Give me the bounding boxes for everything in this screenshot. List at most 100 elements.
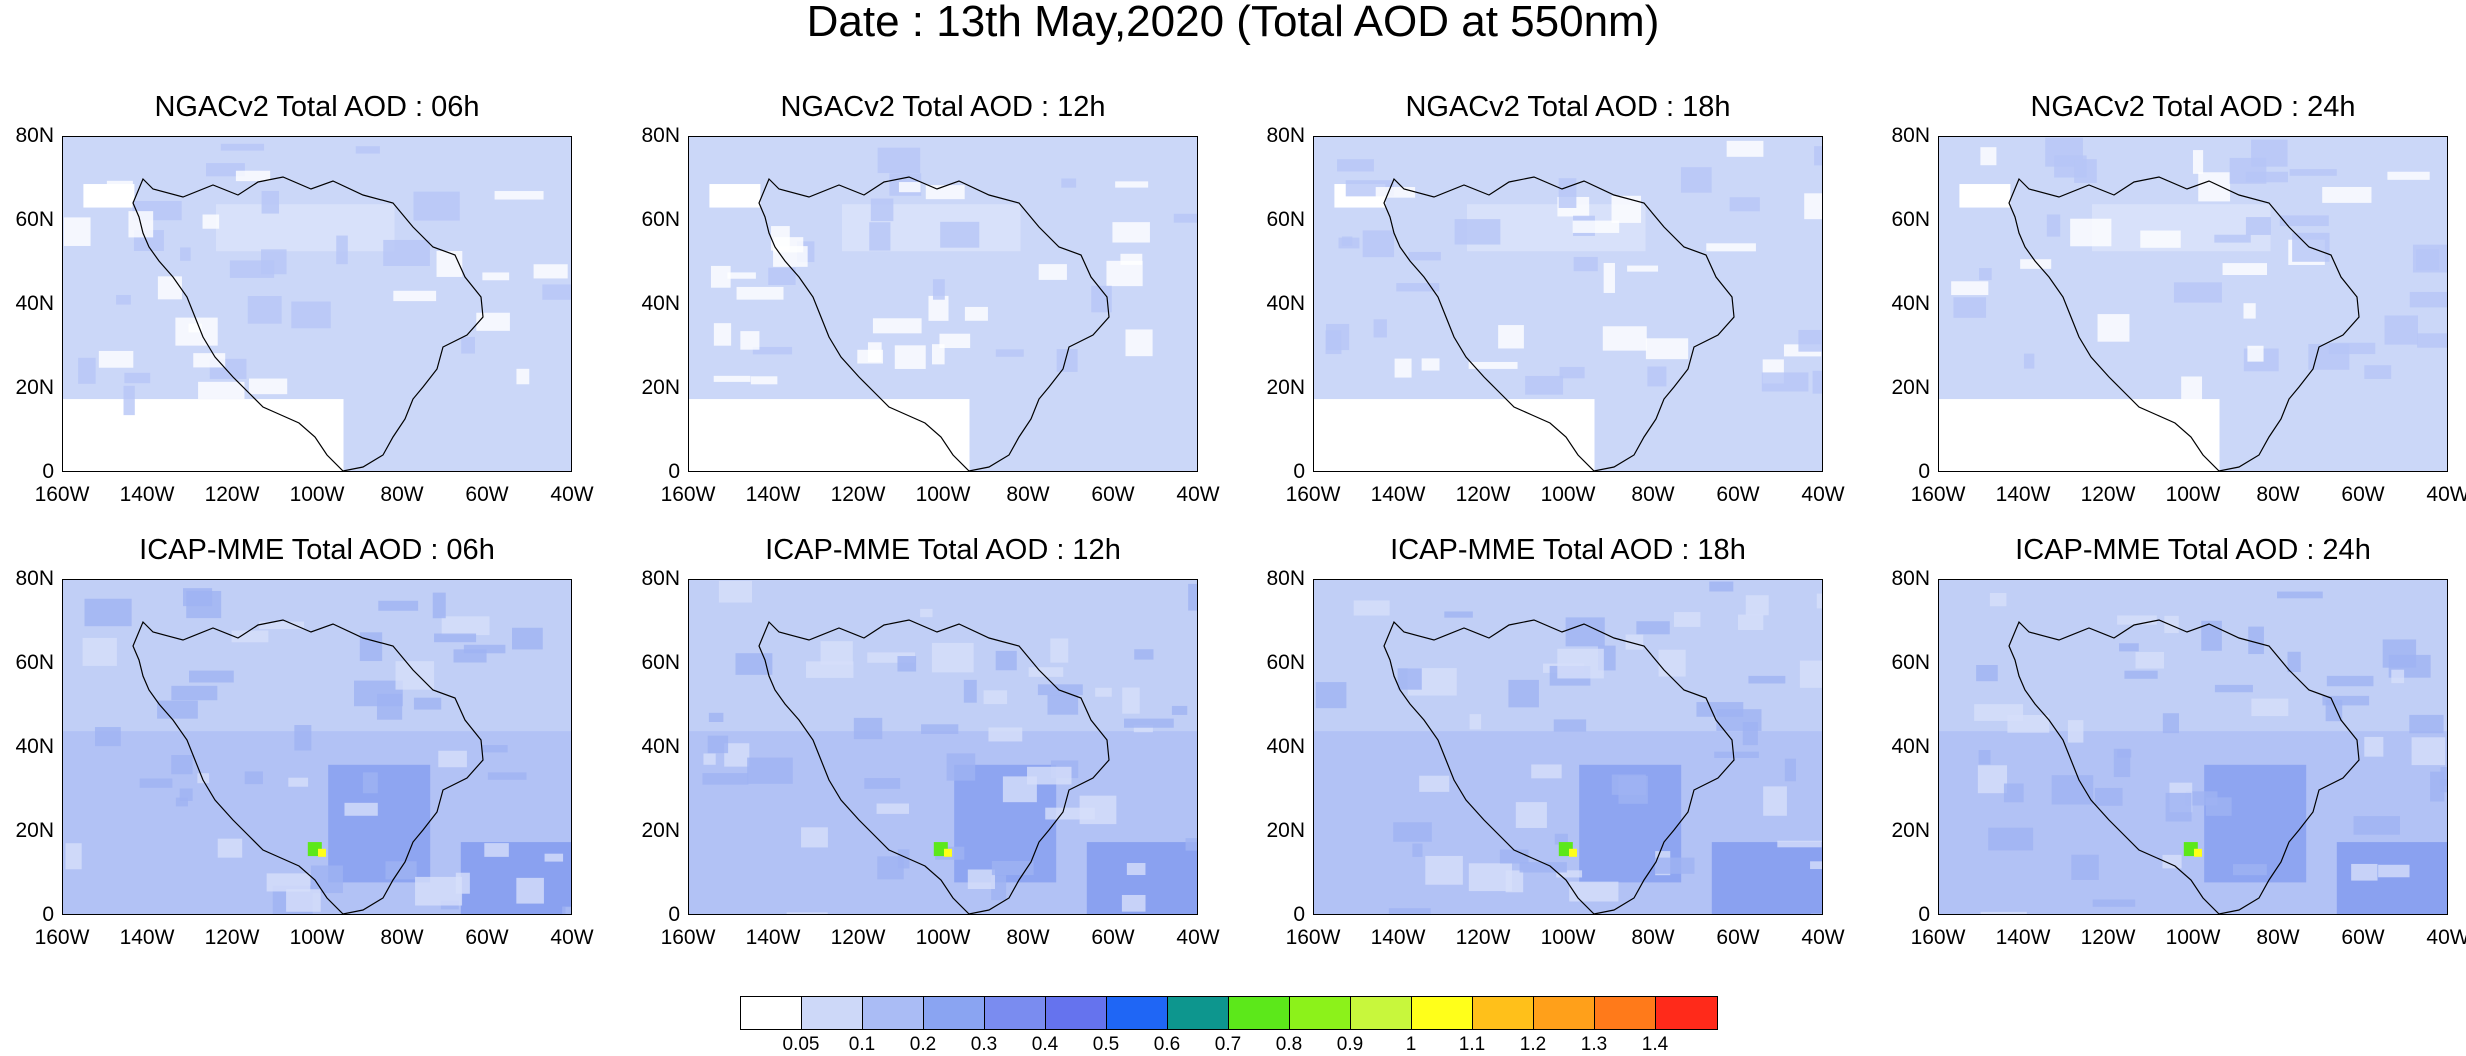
aod-field-cell [1636,621,1670,635]
aod-field-cell [359,632,383,662]
aod-field-cell [344,802,378,816]
aod-field-cell [516,877,544,904]
lon-tick-label: 80W [380,926,424,949]
aod-field-cell [932,279,945,300]
coastline [132,176,484,471]
aod-field-cell [2378,864,2410,878]
aod-field-cell [1654,857,1695,874]
aod-field-cell [1680,167,1712,193]
lon-tick-label: 60W [2341,926,2385,949]
aod-field-cell [853,717,883,740]
aod-field-cell [897,656,917,672]
aod-field-cell [1525,375,1564,395]
aod-field-cell [124,372,151,384]
aod-field-cell [2119,643,2139,652]
aod-field-cell [2164,615,2179,634]
aod-field-cell [2067,720,2084,743]
aod-field-cell [2222,263,2267,275]
aod-field-cell [988,727,1023,742]
aod-field-cell [1421,358,1440,371]
aod-field-cell [1388,908,1431,914]
panel-title: NGACv2 Total AOD : 18h [1405,91,1731,123]
aod-field-cell [1362,230,1395,258]
aod-field-cell [1602,326,1647,351]
aod-field-cell [2046,214,2061,237]
aod-field-cell [867,652,916,663]
aod-field-cell [1978,750,1991,765]
colorbar-label: 1.1 [1458,1034,1486,1055]
coastline [758,619,1110,914]
aod-field-cell [898,182,921,193]
aod-field-cell [248,378,288,395]
aod-field-cell [286,889,321,912]
aod-field-cell [1658,649,1686,677]
aod-field-cell [482,745,508,753]
lon-tick-label: 80W [1631,926,1675,949]
aod-field-cell [736,286,784,300]
lon-tick-label: 120W [1455,483,1511,506]
aod-field-cell [2092,204,2271,252]
lon-tick-label: 100W [1540,483,1596,506]
aod-field-cell [2229,157,2267,184]
aod-field-cell [1988,827,2034,851]
aod-field-cell [544,853,564,862]
aod-field-cell [393,290,437,302]
lat-tick-label: 40N [1891,292,1930,315]
aod-map-svg [63,580,571,914]
aod-field-cell [1028,667,1064,677]
lat-tick-label: 40N [15,292,54,315]
aod-field-cell [1499,849,1529,864]
colorbar-box [1595,997,1656,1029]
lat-tick-label: 20N [641,819,680,842]
aod-field-cell [718,580,753,603]
aod-field-cell [183,588,213,607]
lon-tick-label: 80W [2256,926,2300,949]
aod-field-cell [180,247,191,261]
lon-tick-label: 100W [915,926,971,949]
aod-field-cell [877,856,904,880]
aod-field-cell [231,630,269,643]
aod-field-cell [436,250,463,277]
lat-tick-label: 60N [1266,651,1305,674]
lat-tick-label: 0 [668,903,680,926]
aod-map-svg [689,580,1197,914]
aod-field-cell [385,861,417,880]
aod-field-cell [703,753,716,765]
aod-field-cell [2439,779,2447,786]
lon-tick-label: 100W [289,483,345,506]
panel-title: NGACv2 Total AOD : 24h [2030,91,2356,123]
aod-field-cell [1784,758,1796,782]
aod-field-cell [65,843,82,870]
aod-field-cell [438,750,467,768]
coastline [1383,176,1735,471]
aod-field-cell [2165,792,2192,822]
lon-tick-label: 80W [380,483,424,506]
lon-tick-label: 160W [660,926,716,949]
aod-field-cell [995,650,1017,671]
lat-tick-label: 20N [1891,376,1930,399]
aod-field-cell [202,214,220,229]
colorbar-label: 0.6 [1153,1034,1181,1055]
aod-field-cell [294,725,312,751]
lon-tick-label: 120W [204,926,260,949]
aod-field-cell [1603,262,1615,293]
lat-tick-label: 20N [1266,819,1305,842]
aod-field-cell [2173,282,2222,303]
aod-field-cell [1974,704,2024,721]
aod-field-cell [2205,797,2232,816]
aod-map-svg [63,137,571,471]
aod-field-cell [1454,219,1501,245]
aod-field-cell [1726,140,1764,157]
aod-field-cell [740,331,760,350]
panel-title: ICAP-MME Total AOD : 24h [2015,534,2371,566]
aod-field-cell [1953,297,1987,318]
aod-field-cell [2071,854,2099,880]
aod-field-cell [1979,268,1992,281]
lat-tick-label: 20N [15,819,54,842]
aod-field-cell [157,276,182,300]
aod-field-cell [94,727,121,747]
aod-field-cell [842,204,1021,252]
colorbar-box [863,997,924,1029]
aod-field-cell [1569,881,1619,902]
aod-field-cell [1079,795,1117,825]
